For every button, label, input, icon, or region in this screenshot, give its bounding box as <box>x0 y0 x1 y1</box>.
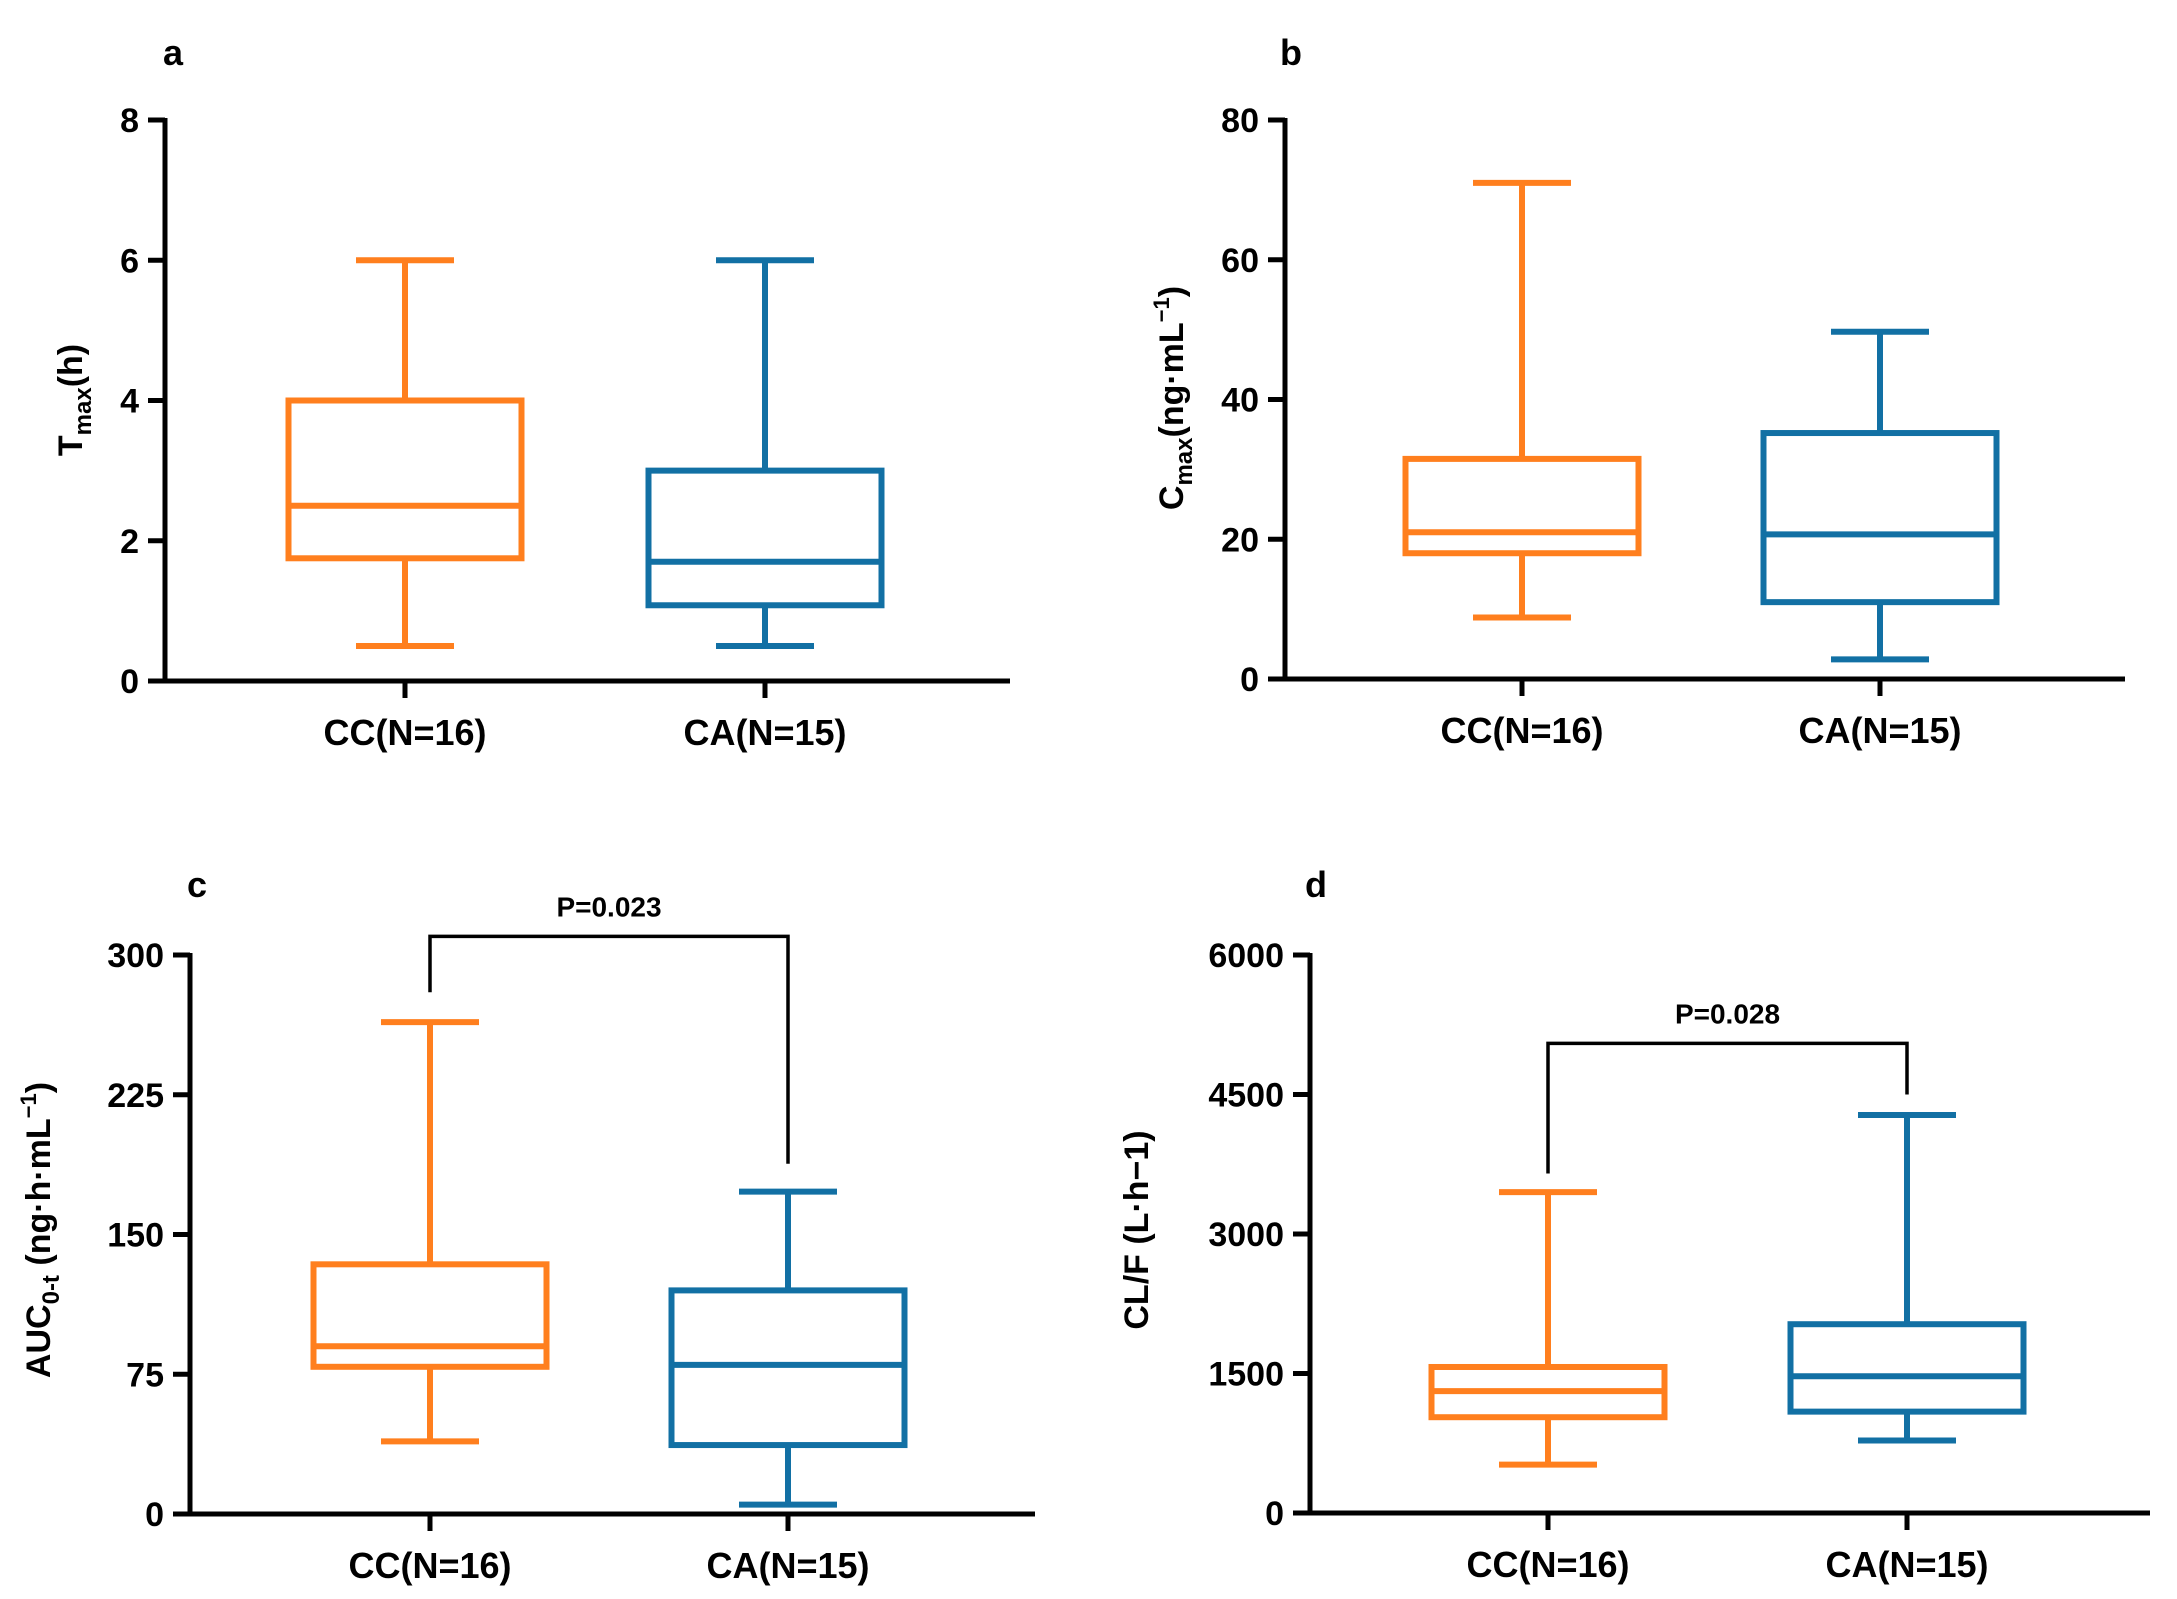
box-iqr <box>1402 455 1642 557</box>
p-value-label: P=0.023 <box>556 891 661 922</box>
x-category-label: CA(N=15) <box>1825 1544 1988 1585</box>
y-tick-label: 75 <box>126 1356 164 1394</box>
y-tick-label: 2 <box>120 523 139 561</box>
box-iqr <box>1760 430 2000 606</box>
panel-a: a 0 2 4 6 8 CC(N=16) CA(N=15) Tmax(h) <box>52 32 1010 753</box>
panel-b: b 0 20 40 60 80 CC(N=16) CA(N=15) Cmax(ng·mL−1) <box>1149 32 2125 751</box>
box-iqr <box>285 397 525 562</box>
x-category-label: CC(N=16) <box>1440 710 1603 751</box>
y-tick-label: 80 <box>1221 102 1259 140</box>
y-tick-label: 225 <box>107 1077 164 1115</box>
y-axis-label: Tmax(h) <box>52 344 97 456</box>
x-category-label: CA(N=15) <box>706 1545 869 1586</box>
y-axis-label: Cmax(ng·mL−1) <box>1149 286 1198 510</box>
x-category-label: CA(N=15) <box>683 712 846 753</box>
y-tick-label: 8 <box>120 102 139 140</box>
box-iqr <box>1787 1321 2027 1415</box>
x-category-label: CA(N=15) <box>1798 710 1961 751</box>
box-iqr <box>310 1261 550 1370</box>
x-category-label: CC(N=16) <box>348 1545 511 1586</box>
box-cc <box>1402 179 1642 621</box>
box-ca <box>1760 328 2000 663</box>
y-tick-label: 3000 <box>1208 1216 1284 1254</box>
x-category-label: CC(N=16) <box>1466 1544 1629 1585</box>
y-tick-label: 300 <box>107 937 164 975</box>
panel-letter: a <box>163 32 184 73</box>
box-cc <box>310 1019 550 1445</box>
y-tick-label: 1500 <box>1208 1356 1284 1394</box>
box-cc <box>1428 1189 1668 1468</box>
box-ca <box>668 1188 908 1508</box>
panel-letter: c <box>187 864 207 905</box>
panel-letter: d <box>1305 864 1327 905</box>
panel-d: d 0 1500 3000 4500 6000 CC(N=16) CA(N=15) P=0.02… <box>1118 864 2150 1585</box>
significance-bracket <box>428 934 790 1164</box>
y-tick-label: 0 <box>1265 1495 1284 1533</box>
significance-bracket <box>1546 1041 1909 1174</box>
y-axis-label: CL/F (L·h−1) <box>1118 1130 1156 1329</box>
y-tick-label: 0 <box>145 1496 164 1534</box>
p-value-label: P=0.028 <box>1675 998 1780 1029</box>
y-tick-label: 20 <box>1221 521 1259 559</box>
y-tick-label: 150 <box>107 1217 164 1255</box>
box-ca <box>645 257 885 649</box>
y-tick-label: 6 <box>120 242 139 280</box>
y-tick-label: 4 <box>120 383 139 421</box>
box-cc <box>285 257 525 649</box>
y-tick-label: 60 <box>1221 242 1259 280</box>
panel-letter: b <box>1280 32 1302 73</box>
box-iqr <box>645 467 885 609</box>
y-tick-label: 4500 <box>1208 1077 1284 1115</box>
y-tick-label: 0 <box>120 663 139 701</box>
y-axis-label: AUC0-t (ng·h·mL−1) <box>16 1082 65 1378</box>
y-tick-label: 40 <box>1221 382 1259 420</box>
y-tick-label: 6000 <box>1208 937 1284 975</box>
panel-c: c 0 75 150 225 300 CC(N=16) CA(N=15) P=0.023 AUC0… <box>16 864 1035 1586</box>
box-ca <box>1787 1111 2027 1444</box>
x-category-label: CC(N=16) <box>323 712 486 753</box>
y-tick-label: 0 <box>1240 661 1259 699</box>
